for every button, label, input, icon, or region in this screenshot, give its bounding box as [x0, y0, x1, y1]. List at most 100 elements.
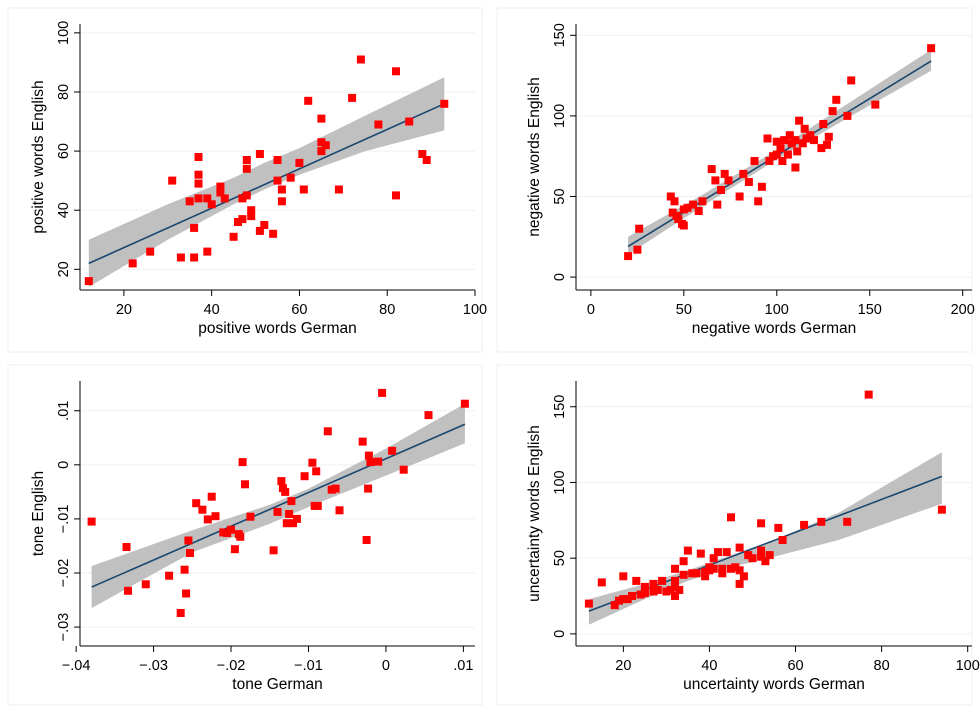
data-point [299, 185, 308, 194]
data-point [810, 136, 818, 145]
y-tick-label: 0 [552, 630, 568, 638]
data-point [84, 277, 93, 286]
data-point [192, 499, 201, 508]
data-point [277, 197, 286, 206]
data-point [671, 592, 679, 600]
data-point [236, 532, 245, 541]
data-point [281, 487, 290, 496]
fit-line [88, 103, 445, 265]
data-point [184, 536, 193, 545]
data-point [246, 512, 255, 521]
data-point [216, 188, 225, 197]
data-point [186, 549, 194, 557]
data-point [313, 501, 322, 510]
data-point [817, 517, 826, 526]
data-point [242, 156, 251, 164]
data-point [190, 253, 199, 262]
data-point [778, 536, 787, 544]
data-point [378, 388, 387, 397]
data-point [832, 95, 841, 104]
y-tick-label: −.03 [56, 613, 72, 642]
data-point [348, 93, 357, 102]
data-point [683, 203, 692, 212]
data-point [763, 134, 772, 143]
x-tick-label: 40 [204, 302, 220, 318]
data-point [317, 147, 326, 156]
data-point [207, 200, 216, 209]
data-point [649, 587, 658, 596]
data-point [366, 458, 375, 467]
data-point [388, 446, 397, 455]
data-point [718, 569, 727, 578]
data-point [255, 150, 264, 158]
y-axis-title: tone English [30, 471, 47, 556]
data-point [711, 176, 720, 185]
data-point [824, 132, 833, 141]
data-point [168, 176, 177, 185]
data-point [757, 182, 766, 191]
confidence-band [88, 77, 445, 287]
data-point [229, 232, 238, 241]
x-axis-title: uncertainty words German [683, 676, 865, 693]
data-point [709, 564, 718, 573]
data-point [190, 223, 199, 232]
data-point [238, 215, 247, 224]
data-point [285, 510, 294, 518]
panel-background [496, 364, 973, 706]
data-point [203, 194, 212, 203]
data-point [399, 465, 408, 474]
x-tick-label: −.04 [62, 658, 91, 674]
data-point [440, 99, 449, 108]
data-point [146, 247, 155, 256]
data-point [636, 590, 645, 599]
data-point [392, 67, 400, 76]
data-point [238, 458, 247, 467]
x-tick-label: 100 [956, 658, 980, 674]
data-point [819, 120, 828, 128]
data-point [739, 572, 748, 581]
fit-line [91, 423, 466, 588]
data-point [203, 247, 212, 256]
data-point [774, 523, 783, 532]
data-point [633, 245, 642, 254]
data-point [757, 552, 766, 561]
data-point [194, 153, 203, 161]
y-tick-label: 20 [56, 261, 72, 277]
data-point [692, 569, 701, 578]
data-point [653, 586, 662, 594]
data-point [176, 253, 185, 262]
x-tick-label: 80 [874, 658, 890, 674]
data-point [300, 472, 309, 481]
data-point [269, 546, 278, 555]
data-point [679, 557, 688, 566]
data-point [671, 576, 679, 585]
x-axis-title: positive words German [198, 320, 357, 337]
data-point [317, 138, 326, 147]
data-point [817, 144, 826, 153]
data-point [286, 173, 295, 182]
y-tick-label: 50 [552, 188, 568, 204]
data-point [696, 549, 705, 558]
data-point [864, 390, 873, 399]
y-tick-label: 40 [56, 202, 72, 218]
data-point [194, 194, 203, 203]
data-point [323, 427, 332, 436]
y-axis-title: uncertainty words English [526, 425, 543, 602]
x-tick-label: 60 [291, 302, 307, 318]
data-point [364, 484, 373, 493]
data-point [871, 100, 880, 109]
data-point [735, 566, 744, 575]
y-tick-label: −.01 [56, 505, 72, 534]
data-point [247, 206, 256, 215]
data-point [679, 570, 688, 579]
data-point [255, 226, 264, 235]
data-point [194, 179, 203, 188]
data-point [727, 513, 735, 522]
data-point [674, 215, 683, 224]
data-point [666, 586, 675, 594]
data-point [374, 457, 383, 466]
data-point [364, 451, 373, 460]
y-tick-label: 60 [56, 143, 72, 159]
data-point [795, 116, 804, 125]
